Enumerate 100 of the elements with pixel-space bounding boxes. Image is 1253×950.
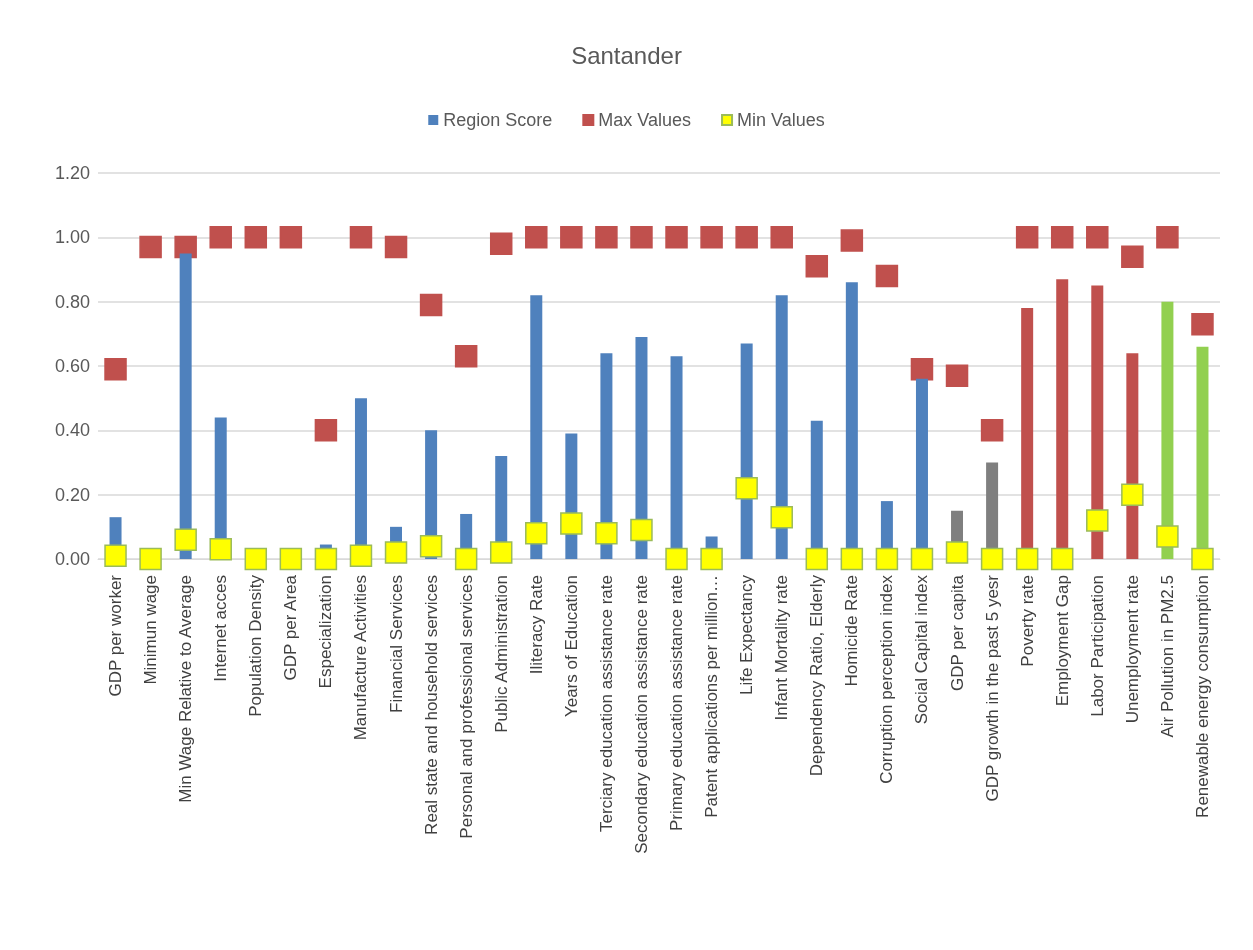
point: [244, 547, 268, 571]
point: [139, 235, 162, 259]
x-tick-label: Patent applications per million…: [702, 575, 722, 818]
point: [875, 264, 899, 288]
x-tick-label: Iliteracy Rate: [526, 575, 546, 675]
point: [349, 544, 373, 568]
x-tick-label: GDP per worker: [106, 574, 126, 697]
point: [279, 547, 303, 571]
point: [1086, 226, 1109, 249]
x-tick-label: Financial Services: [386, 575, 406, 713]
y-tick-label: 0.80: [54, 291, 90, 312]
point: [770, 226, 793, 249]
point: [1191, 547, 1214, 571]
x-tick-label: Years of Education: [561, 575, 581, 718]
point: [489, 232, 513, 256]
point: [244, 226, 268, 249]
x-tick-label: Personal and professional services: [456, 575, 476, 839]
point: [525, 226, 548, 249]
x-tick-label: Manufacture Activities: [351, 575, 371, 741]
x-tick-label: GDP per capita: [947, 574, 967, 691]
x-tick-label: Homicide Rate: [842, 575, 862, 687]
point: [139, 547, 162, 571]
x-tick-label: Public Administration: [491, 575, 511, 733]
point: [840, 547, 864, 571]
point: [910, 547, 934, 571]
point: [1121, 483, 1144, 506]
bar: [530, 295, 543, 559]
point: [279, 226, 303, 249]
y-tick-label: 0.00: [54, 549, 90, 569]
point: [700, 547, 723, 571]
point: [945, 364, 969, 387]
point: [770, 505, 793, 529]
chart-title: Santander: [571, 41, 682, 69]
legend-label: Region Score: [443, 110, 553, 130]
point: [805, 547, 829, 571]
point: [945, 541, 969, 564]
point: [700, 226, 723, 249]
point: [630, 226, 653, 249]
bar: [1091, 285, 1104, 559]
point: [314, 547, 338, 571]
x-tick-label: Minimun wage: [141, 575, 161, 685]
point: [595, 522, 618, 545]
point: [1015, 226, 1039, 249]
x-tick-label: Population Density: [246, 574, 266, 717]
point: [454, 345, 478, 368]
point: [1050, 547, 1074, 571]
x-tick-label: GDP growth in the past 5 yesr: [982, 574, 1002, 802]
x-tick-label: Corruption perception index: [877, 574, 897, 784]
point: [595, 226, 618, 249]
point: [419, 534, 443, 558]
legend-label: Max Values: [598, 110, 692, 130]
point: [419, 293, 443, 317]
x-tick-label: Air Pollution in PM2.5: [1157, 575, 1177, 738]
point: [525, 522, 548, 545]
point: [1015, 547, 1039, 571]
point: [314, 419, 338, 442]
x-tick-label: Dependency Ratio, Elderly: [807, 574, 827, 777]
point: [980, 547, 1004, 571]
point: [665, 226, 688, 249]
point: [840, 229, 864, 252]
x-tick-label: Min Wage Relative to Average: [176, 575, 196, 803]
point: [910, 357, 934, 381]
point: [665, 547, 688, 571]
point: [384, 235, 408, 259]
x-tick-label: Labor Participation: [1087, 575, 1107, 717]
point: [1156, 525, 1179, 548]
x-tick-label: Renewable energy consumption: [1192, 575, 1212, 818]
point: [209, 226, 232, 249]
bar: [740, 343, 753, 559]
x-tick-label: Internet acces: [211, 575, 231, 682]
point: [805, 255, 829, 278]
legend-label: Min Values: [737, 110, 825, 130]
bar: [775, 295, 788, 559]
y-tick-label: 1.00: [54, 227, 90, 248]
x-tick-label: Especialization: [316, 575, 336, 689]
point: [1191, 312, 1214, 336]
point: [104, 357, 127, 381]
point: [735, 476, 758, 500]
point: [454, 547, 478, 571]
point: [735, 226, 758, 249]
x-tick-label: Employment Gap: [1052, 575, 1072, 707]
point: [209, 538, 232, 561]
point: [560, 512, 583, 535]
y-tick-label: 0.60: [54, 356, 90, 376]
x-tick-label: Terciary education assistance rate: [596, 575, 616, 833]
y-tick-label: 0.40: [54, 420, 90, 441]
y-tick-label: 1.20: [54, 163, 90, 183]
x-tick-label: GDP per Area: [281, 574, 301, 681]
point: [174, 528, 197, 551]
point: [560, 226, 583, 249]
point: [104, 544, 127, 568]
point: [1050, 226, 1074, 249]
point: [1121, 245, 1144, 268]
point: [1086, 509, 1109, 532]
point: [384, 541, 408, 564]
point: [980, 419, 1004, 442]
x-tick-label: Poverty rate: [1017, 575, 1037, 667]
x-tick-label: Real state and household services: [421, 575, 441, 835]
x-tick-label: Social Capital index: [912, 574, 932, 725]
bar: [1161, 301, 1174, 559]
